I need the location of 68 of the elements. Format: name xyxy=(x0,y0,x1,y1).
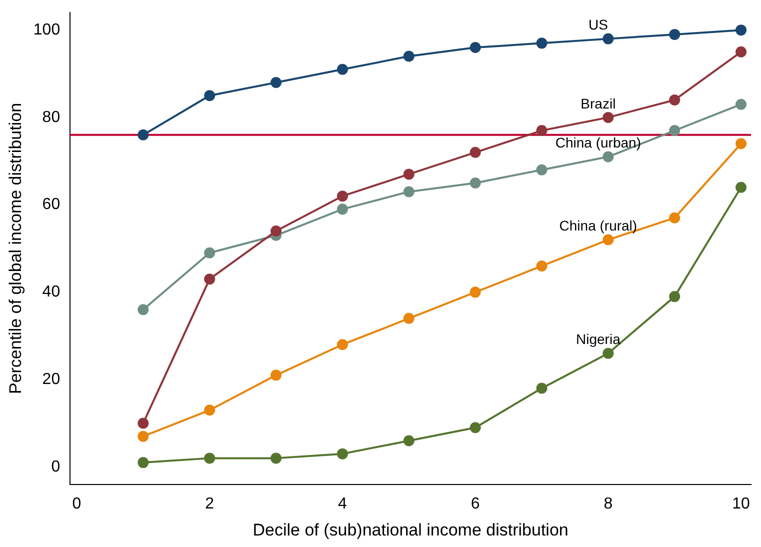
point xyxy=(138,430,149,442)
point xyxy=(602,234,614,246)
point xyxy=(470,177,481,188)
series-label: Brazil xyxy=(580,95,616,112)
point xyxy=(536,260,548,272)
point xyxy=(536,382,548,394)
point xyxy=(669,212,680,224)
point xyxy=(669,94,680,106)
point xyxy=(669,291,680,302)
point xyxy=(403,186,414,198)
point xyxy=(736,98,747,110)
point xyxy=(736,46,747,58)
point xyxy=(669,28,680,40)
point xyxy=(536,125,548,136)
x-tick-label: 0 xyxy=(72,495,82,512)
point xyxy=(470,286,481,298)
y-tick-label: 60 xyxy=(42,196,60,214)
y-tick-label: 20 xyxy=(42,370,60,388)
point xyxy=(602,33,614,44)
point xyxy=(336,339,348,350)
point xyxy=(336,64,348,75)
x-axis-title: Decile of (sub)national income distribution xyxy=(252,520,568,540)
x-tick-label: 8 xyxy=(604,495,613,512)
point xyxy=(138,457,149,468)
point xyxy=(736,138,747,150)
point xyxy=(204,452,216,464)
point xyxy=(270,226,282,237)
point xyxy=(138,129,149,140)
point xyxy=(138,418,149,429)
x-tick-label: 10 xyxy=(732,495,750,512)
point xyxy=(470,146,481,158)
point xyxy=(536,164,548,176)
point xyxy=(403,312,414,324)
point xyxy=(470,42,481,54)
point xyxy=(204,274,216,285)
series-label: China (urban) xyxy=(555,134,641,151)
point xyxy=(403,435,414,446)
point xyxy=(403,168,414,180)
series-label: Nigeria xyxy=(576,331,621,348)
y-tick-label: 80 xyxy=(42,108,60,126)
point xyxy=(602,151,614,162)
point xyxy=(204,247,216,258)
point xyxy=(536,38,548,49)
point xyxy=(736,182,747,193)
point xyxy=(204,90,216,102)
point xyxy=(736,24,747,36)
point xyxy=(336,448,348,460)
y-tick-label: 100 xyxy=(33,21,60,38)
point xyxy=(270,452,282,464)
series-label: US xyxy=(588,16,608,33)
x-tick-label: 4 xyxy=(338,495,348,512)
point xyxy=(138,304,149,316)
point xyxy=(336,204,348,215)
point xyxy=(470,422,481,434)
point xyxy=(270,76,282,88)
point xyxy=(602,348,614,359)
series-label: China (rural) xyxy=(559,218,638,234)
y-tick-label: 40 xyxy=(42,284,60,301)
point xyxy=(669,125,680,136)
y-tick-label: 0 xyxy=(51,458,60,476)
point xyxy=(204,404,216,416)
point xyxy=(270,370,282,381)
point xyxy=(602,112,614,123)
point xyxy=(403,50,414,62)
y-axis-title: Percentile of global income distribution xyxy=(6,102,25,394)
point xyxy=(336,190,348,202)
x-tick-label: 2 xyxy=(205,495,214,512)
x-tick-label: 6 xyxy=(470,495,480,512)
